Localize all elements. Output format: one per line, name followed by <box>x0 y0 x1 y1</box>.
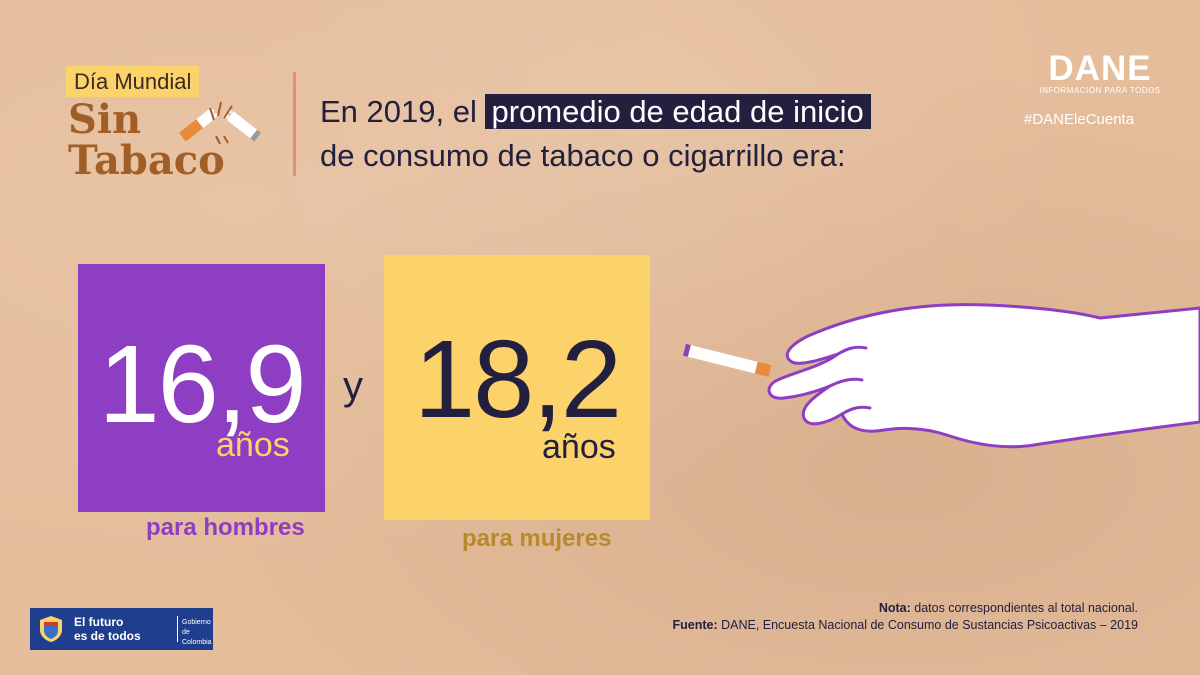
women-stat-card: 18,2 años <box>384 255 650 520</box>
logo-top-line: Día Mundial <box>66 66 200 97</box>
header-divider <box>293 72 296 176</box>
men-age-unit: años <box>216 426 290 464</box>
women-label: para mujeres <box>462 525 612 552</box>
men-stat-card: 16,9 años <box>78 264 325 512</box>
hashtag: #DANEleCuenta <box>1024 111 1135 128</box>
hand-holding-cigarette-icon <box>683 303 1200 449</box>
men-label: para hombres <box>146 514 305 541</box>
women-age-unit: años <box>542 428 616 466</box>
gov-slogan-line2: es de todos <box>74 629 141 643</box>
source-line: Fuente: DANE, Encuesta Nacional de Consu… <box>672 617 1138 634</box>
headline-line2: de consumo de tabaco o cigarrillo era: <box>320 138 846 173</box>
footer-notes: Nota: datos correspondientes al total na… <box>672 600 1138 634</box>
source-label: Fuente: <box>672 618 718 632</box>
gobierno-badge: El futuro es de todos Gobierno de Colomb… <box>30 608 213 650</box>
gov-separator <box>177 616 178 642</box>
dane-tagline: INFORMACIÓN PARA TODOS <box>1039 86 1161 95</box>
broken-cigarette-icon <box>178 101 262 145</box>
note-line: Nota: datos correspondientes al total na… <box>672 600 1138 617</box>
gov-name-line2: de Colombia <box>182 629 212 646</box>
note-text: datos correspondientes al total nacional… <box>910 601 1138 615</box>
gov-slogan-line1: El futuro <box>74 615 124 629</box>
colombia-shield-icon <box>40 616 62 642</box>
note-label: Nota: <box>878 601 911 615</box>
source-text: DANE, Encuesta Nacional de Consumo de Su… <box>717 618 1138 632</box>
dane-logo: DANE INFORMACIÓN PARA TODOS <box>1025 49 1175 96</box>
headline-highlight: promedio de edad de inicio <box>485 94 871 129</box>
conjunction: y <box>343 364 363 408</box>
men-age-value: 16,9 <box>98 323 306 446</box>
logo-sin: Sin <box>68 96 142 143</box>
gov-name: Gobierno de Colombia <box>182 618 212 648</box>
gov-name-line1: Gobierno <box>182 619 211 626</box>
headline-line1: En 2019, el promedio de edad de inicio <box>320 90 871 134</box>
dane-wordmark: DANE <box>1048 49 1152 88</box>
logo-tabaco: Tabaco <box>68 137 225 184</box>
sin-tabaco-logo: Día Mundial Sin Tabaco <box>66 66 266 186</box>
women-age-value: 18,2 <box>413 318 622 441</box>
headline: En 2019, el promedio de edad de inicio d… <box>320 90 871 178</box>
headline-part1: En 2019, el <box>320 94 486 129</box>
